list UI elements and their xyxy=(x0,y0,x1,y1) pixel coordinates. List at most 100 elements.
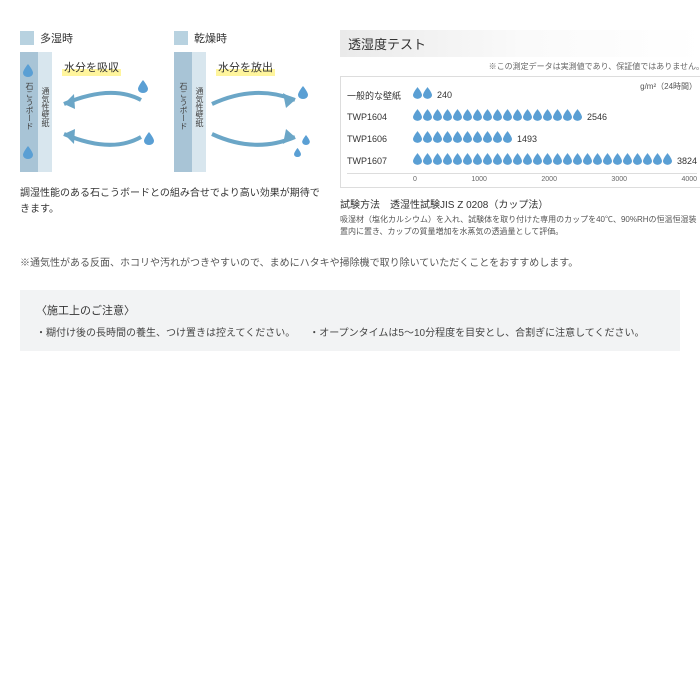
water-drop-icon xyxy=(463,130,472,148)
water-drop-icon xyxy=(463,152,472,170)
row-drops: 2546 xyxy=(413,108,697,126)
water-drop-icon xyxy=(463,108,472,126)
caution-title: 〈施工上のご注意〉 xyxy=(36,302,664,318)
diagram-title: 多湿時 xyxy=(40,30,73,46)
water-drop-icon xyxy=(453,130,462,148)
water-drop-icon xyxy=(423,108,432,126)
paper-label: 通気性壁紙 xyxy=(194,87,205,127)
row-label: TWP1606 xyxy=(347,134,413,144)
test-title: 透湿度テスト xyxy=(340,30,700,57)
square-icon xyxy=(20,31,34,45)
chart-unit: g/m²（24時間） xyxy=(640,81,697,92)
water-drop-icon xyxy=(583,152,592,170)
water-drop-icon xyxy=(413,130,422,148)
paper-label: 通気性壁紙 xyxy=(40,87,51,127)
action-label: 水分を吸収 xyxy=(62,58,121,76)
axis-tick: 3000 xyxy=(611,176,627,183)
water-drop-icon xyxy=(144,132,154,150)
water-drop-icon xyxy=(443,152,452,170)
water-drop-icon xyxy=(453,152,462,170)
caution-box: 〈施工上のご注意〉 ・糊付け後の長時間の養生、つけ置きは控えてください。・オープ… xyxy=(20,290,680,351)
square-icon xyxy=(174,31,188,45)
board-label: 石こうボード xyxy=(24,82,35,130)
water-drop-icon xyxy=(473,108,482,126)
diagram-section: 多湿時 石こうボード 通気性壁紙 水分を吸収 xyxy=(20,30,320,238)
water-drop-icon xyxy=(23,146,33,164)
row-drops: 1493 xyxy=(413,130,697,148)
water-drop-icon xyxy=(483,130,492,148)
test-note: ※この測定データは実測値であり、保証値ではありません。 xyxy=(340,61,700,72)
row-drops: 3824 xyxy=(413,152,697,170)
water-drop-icon xyxy=(294,144,301,162)
water-drop-icon xyxy=(513,152,522,170)
diagram-humid: 多湿時 石こうボード 通気性壁紙 水分を吸収 xyxy=(20,30,160,172)
board-label: 石こうボード xyxy=(178,82,189,130)
water-drop-icon xyxy=(543,108,552,126)
axis-tick: 1000 xyxy=(471,176,487,183)
water-drop-icon xyxy=(483,108,492,126)
water-drop-icon xyxy=(423,130,432,148)
action-label: 水分を放出 xyxy=(216,58,275,76)
water-drop-icon xyxy=(573,152,582,170)
chart-row: TWP16073824 xyxy=(347,151,697,171)
water-drop-icon xyxy=(443,130,452,148)
axis-tick: 2000 xyxy=(541,176,557,183)
axis-tick: 4000 xyxy=(681,176,697,183)
water-drop-icon xyxy=(473,130,482,148)
water-drop-icon xyxy=(443,108,452,126)
water-drop-icon xyxy=(423,86,432,104)
water-drop-icon xyxy=(623,152,632,170)
water-drop-icon xyxy=(553,108,562,126)
axis-tick: 0 xyxy=(413,176,417,183)
water-drop-icon xyxy=(413,108,422,126)
water-drop-icon xyxy=(413,86,422,104)
chart-row: TWP1604 2546 xyxy=(347,107,697,127)
water-drop-icon xyxy=(563,108,572,126)
warning-text: ※通気性がある反面、ホコリや汚れがつきやすいので、まめにハタキや掃除機で取り除い… xyxy=(20,256,680,272)
permeability-chart: g/m²（24時間） 一般的な壁紙 240 TWP1604 2546 TWP1606 14… xyxy=(340,76,700,188)
water-drop-icon xyxy=(493,152,502,170)
water-drop-icon xyxy=(503,108,512,126)
water-drop-icon xyxy=(523,152,532,170)
water-drop-icon xyxy=(553,152,562,170)
water-drop-icon xyxy=(423,152,432,170)
water-drop-icon xyxy=(603,152,612,170)
row-label: TWP1604 xyxy=(347,112,413,122)
water-drop-icon xyxy=(613,152,622,170)
water-drop-icon xyxy=(563,152,572,170)
water-drop-icon xyxy=(138,80,148,98)
caution-item: ・糊付け後の長時間の養生、つけ置きは控えてください。 xyxy=(36,324,295,339)
test-method-desc: 吸湿材（塩化カルシウム）を入れ、試験体を取り付けた専用のカップを40℃、90%R… xyxy=(340,214,700,238)
row-value: 2546 xyxy=(587,112,607,122)
caution-item: ・オープンタイムは5～10分程度を目安とし、合割ぎに注意してください。 xyxy=(309,324,644,339)
row-value: 240 xyxy=(437,90,452,100)
water-drop-icon xyxy=(523,108,532,126)
diagram-title: 乾燥時 xyxy=(194,30,227,46)
chart-row: TWP1606 1493 xyxy=(347,129,697,149)
water-drop-icon xyxy=(503,130,512,148)
row-label: TWP1607 xyxy=(347,156,413,166)
water-drop-icon xyxy=(633,152,642,170)
water-drop-icon xyxy=(433,130,442,148)
water-drop-icon xyxy=(23,64,33,82)
water-drop-icon xyxy=(433,152,442,170)
water-drop-icon xyxy=(493,130,502,148)
row-value: 1493 xyxy=(517,134,537,144)
water-drop-icon xyxy=(302,132,310,150)
description: 調湿性能のある石こうボードとの組み合せでより高い効果が期待できます。 xyxy=(20,186,320,218)
test-section: 透湿度テスト ※この測定データは実測値であり、保証値ではありません。 g/m²（… xyxy=(340,30,700,238)
water-drop-icon xyxy=(493,108,502,126)
water-drop-icon xyxy=(573,108,582,126)
water-drop-icon xyxy=(298,86,308,104)
water-drop-icon xyxy=(433,108,442,126)
water-drop-icon xyxy=(533,108,542,126)
water-drop-icon xyxy=(413,152,422,170)
row-label: 一般的な壁紙 xyxy=(347,89,413,102)
water-drop-icon xyxy=(483,152,492,170)
water-drop-icon xyxy=(663,152,672,170)
water-drop-icon xyxy=(453,108,462,126)
water-drop-icon xyxy=(533,152,542,170)
chart-axis: 0 1000 2000 3000 4000 xyxy=(347,173,697,183)
water-drop-icon xyxy=(653,152,662,170)
water-drop-icon xyxy=(503,152,512,170)
